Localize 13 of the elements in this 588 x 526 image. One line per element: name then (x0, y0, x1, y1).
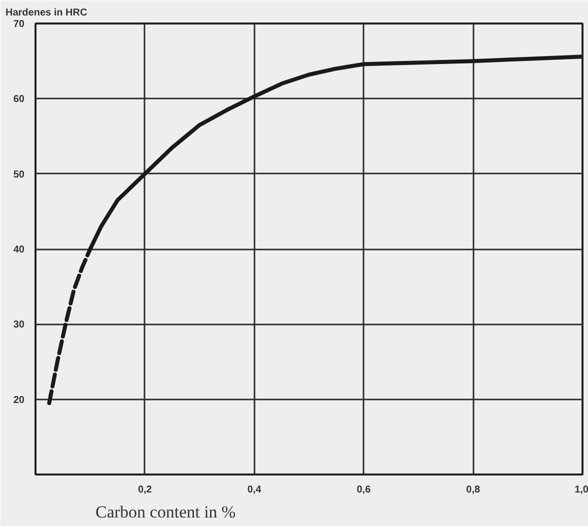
x-tick-label: 0,6 (356, 484, 372, 496)
y-tick-label: 20 (13, 394, 25, 406)
x-axis-title: Carbon content in % (96, 502, 236, 522)
y-tick-label: 40 (13, 244, 25, 256)
y-tick-label: 30 (13, 320, 25, 331)
y-tick-label: 50 (13, 169, 25, 180)
x-tick-label: 0,8 (466, 484, 480, 496)
y-axis-title: Hardenes in HRC (6, 8, 88, 18)
y-tick-label: 70 (13, 19, 25, 30)
y-tick-label: 60 (13, 94, 25, 106)
x-tick-label: 1,0 (574, 484, 588, 496)
x-tick-label: 0,4 (247, 484, 262, 496)
x-tick-label: 0,2 (138, 484, 152, 496)
